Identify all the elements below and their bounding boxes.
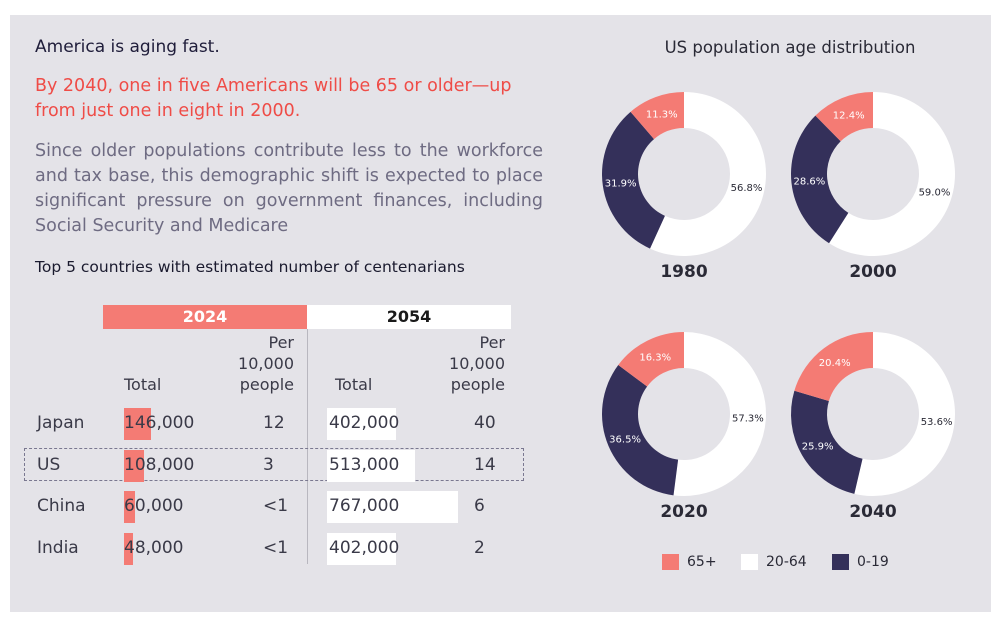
per-10000-2054: 14	[474, 455, 496, 475]
donut-2000: 59.0% 28.6% 12.4%	[791, 92, 955, 256]
donut-year-label: 1980	[660, 262, 708, 282]
legend-label: 20-64	[766, 554, 807, 570]
total-2024: 146,000	[124, 413, 195, 433]
slice-20-64	[673, 332, 767, 496]
slice-label: 11.3%	[646, 109, 678, 120]
slice-label: 20.4%	[819, 358, 851, 369]
slice-label: 31.9%	[605, 179, 637, 190]
donut-2040: 53.6% 25.9% 20.4%	[791, 332, 956, 497]
column-divider	[307, 329, 308, 564]
slice-label: 16.3%	[639, 352, 671, 363]
legend-swatch-20-64	[741, 554, 758, 570]
slice-label: 25.9%	[802, 442, 834, 453]
legend-item-20-64: 20-64	[741, 554, 807, 570]
country-name: China	[37, 496, 86, 516]
donut-year-label: 2040	[849, 502, 897, 522]
slice-20-64	[829, 92, 955, 256]
col-header-line: people	[239, 375, 294, 394]
total-2024: 48,000	[124, 538, 184, 558]
headline: America is aging fast.	[35, 37, 220, 57]
slice-label: 12.4%	[833, 110, 865, 121]
total-2024: 108,000	[124, 455, 195, 475]
legend-item-65plus: 65+	[662, 554, 717, 570]
total-2024: 60,000	[124, 496, 184, 516]
legend-label: 0-19	[857, 554, 889, 570]
slice-label: 57.3%	[732, 414, 764, 425]
slice-label: 36.5%	[609, 434, 641, 445]
year-header-2024: 2024	[103, 305, 307, 329]
table-title: Top 5 countries with estimated number of…	[35, 258, 465, 276]
bar-2024	[124, 533, 133, 565]
country-name: US	[37, 455, 61, 475]
bar-2024	[124, 450, 144, 482]
per-10000-2024: 3	[263, 455, 274, 475]
slice-label: 56.8%	[731, 183, 763, 194]
legend-item-0-19: 0-19	[832, 554, 889, 570]
slice-0-19	[602, 111, 665, 249]
col-header-total-2024: Total	[124, 375, 162, 394]
slice-label: 59.0%	[919, 187, 951, 198]
per-10000-2024: <1	[263, 538, 289, 558]
col-header-line: Per	[268, 333, 295, 352]
bar-2054	[327, 450, 415, 482]
per-10000-2024: 12	[263, 413, 285, 433]
col-header-per-2054: Per 10,000 people	[435, 332, 505, 395]
slice-20-64	[650, 92, 766, 257]
col-header-line: 10,000	[449, 354, 505, 373]
slice-label: 53.6%	[921, 417, 953, 428]
country-name: India	[37, 538, 79, 558]
donut-year-label: 2020	[660, 502, 708, 522]
col-header-total-2054: Total	[335, 375, 373, 394]
donut-year-label: 2000	[849, 262, 897, 282]
slice-label: 28.6%	[793, 176, 825, 187]
donut-1980: 56.8% 31.9% 11.3%	[602, 92, 766, 257]
donut-2020: 57.3% 36.5% 16.3%	[601, 332, 767, 496]
total-2054: 513,000	[329, 455, 400, 475]
col-header-line: Per	[479, 333, 506, 352]
country-name: Japan	[37, 413, 85, 433]
slice-20-64	[854, 332, 956, 497]
slice-0-19	[791, 390, 863, 494]
body-text: Since older populations contribute less …	[35, 141, 543, 236]
per-10000-2054: 2	[474, 538, 485, 558]
slice-65+	[815, 92, 873, 142]
legend-label: 65+	[687, 554, 717, 570]
bar-2054	[327, 491, 458, 523]
slice-65+	[630, 92, 684, 140]
highlighted-row-us	[24, 448, 524, 481]
chart-title: US population age distribution	[664, 38, 916, 57]
year-header-2054: 2054	[307, 305, 511, 329]
bar-2054	[327, 408, 396, 440]
legend-swatch-65plus	[662, 554, 679, 570]
callout-text: By 2040, one in five Americans will be 6…	[35, 76, 512, 121]
slice-0-19	[601, 364, 679, 496]
total-2054: 767,000	[329, 496, 400, 516]
col-header-line: people	[450, 375, 505, 394]
slice-65+	[618, 332, 684, 387]
bar-2024	[124, 491, 136, 523]
col-header-line: 10,000	[238, 354, 294, 373]
total-2054: 402,000	[329, 538, 400, 558]
legend-swatch-0-19	[832, 554, 849, 570]
per-10000-2054: 40	[474, 413, 496, 433]
col-header-per-2024: Per 10,000 people	[224, 332, 294, 395]
total-2054: 402,000	[329, 413, 400, 433]
slice-0-19	[791, 115, 849, 244]
per-10000-2024: <1	[263, 496, 289, 516]
bar-2054	[327, 533, 396, 565]
slice-65+	[794, 332, 873, 401]
bar-2024	[124, 408, 151, 440]
per-10000-2054: 6	[474, 496, 485, 516]
